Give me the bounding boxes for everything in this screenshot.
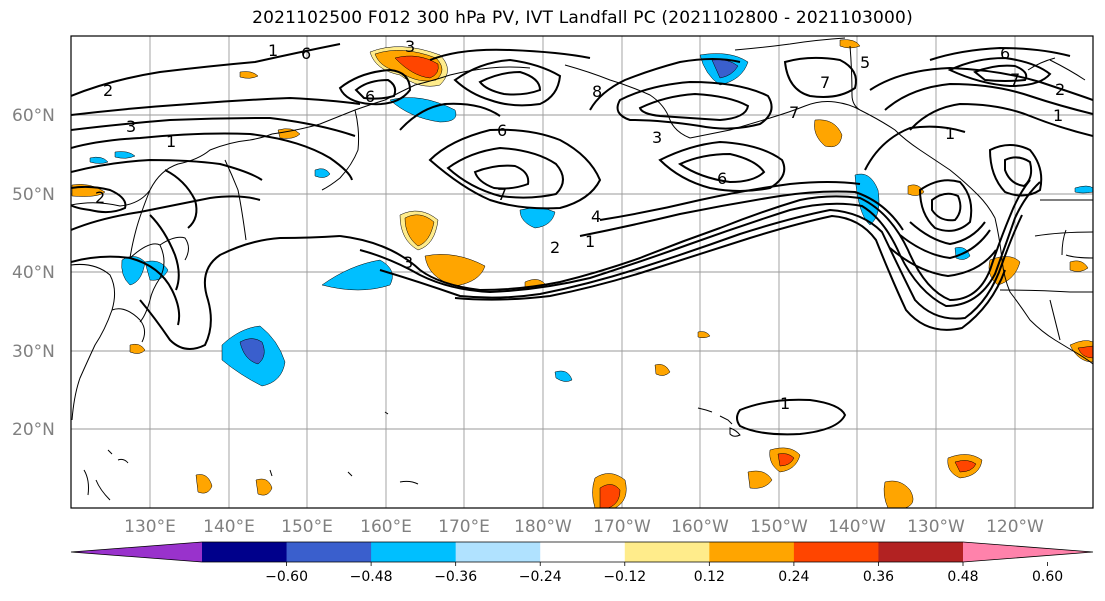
contour-label: 6 [1000,44,1010,63]
colorbar-segment [371,542,457,562]
colorbar-tick-label: −0.48 [350,569,393,585]
contour-label: 1 [585,232,595,251]
contour-label: 2 [95,188,105,207]
longitude-labels: 130°E 140°E 150°E 160°E 170°E 180°W 170°… [124,517,1044,537]
lat-label: 60°N [12,106,55,126]
contour-label: 1 [945,124,955,143]
contour-label: 2 [103,81,113,100]
colorbar-segment [540,542,626,562]
lat-label: 40°N [12,263,55,283]
lat-label: 20°N [12,420,55,440]
ivt-anomaly-patches [71,39,1093,508]
contour-label: 6 [301,44,311,63]
colorbar-tick-label: 0.36 [863,569,894,585]
lon-label: 120°W [986,517,1044,537]
colorbar-tick-label: −0.36 [434,569,477,585]
contour-label: 5 [860,53,870,72]
contour-label: 6 [365,87,375,106]
colorbar-tick-label: −0.24 [519,569,562,585]
contour-label: 7 [820,73,830,92]
contour-label: 6 [717,169,727,188]
colorbar-tick-label: 0.48 [947,569,978,585]
contour-label: 3 [405,37,415,56]
colorbar-extend-high [963,542,1093,562]
colorbar-tick-label: −0.60 [265,569,308,585]
contour-label: 7 [497,185,507,204]
lon-label: 140°E [203,517,255,537]
colorbar-tick-label: 0.24 [778,569,809,585]
contour-label: 2 [550,238,560,257]
colorbar-extend-low [71,542,202,562]
contour-label: 8 [592,82,602,101]
contour-label: 1 [1053,106,1063,125]
lon-label: 160°W [671,517,729,537]
lon-label: 130°W [907,517,965,537]
islands [83,407,741,501]
contour-label: 2 [1055,80,1065,99]
lat-label: 50°N [12,185,55,205]
plot-frame [70,35,1094,509]
map-title: 2021102500 F012 300 hPa PV, IVT Landfall… [252,8,913,28]
contour-label: 1 [780,394,790,413]
colorbar-segment [286,542,372,562]
lon-label: 170°W [593,517,651,537]
contour-label: 4 [591,207,601,226]
colorbar-segment [624,542,710,562]
lon-label: 170°E [438,517,490,537]
contour-label: 6 [497,121,507,140]
lon-label: 130°E [124,517,176,537]
colorbar-tick-label: 0.12 [694,569,725,585]
colorbar-tick-label: 0.60 [1032,569,1063,585]
lon-label: 180°W [514,517,572,537]
contour-label: 3 [652,128,662,147]
contour-label: 7 [789,103,799,122]
latitude-labels: 60°N 50°N 40°N 30°N 20°N [12,106,55,440]
colorbar-segment [455,542,541,562]
colorbar-segment [793,542,879,562]
colorbar-tick-label: −0.12 [603,569,646,585]
contour-label: 3 [403,253,413,272]
lon-label: 160°E [360,517,412,537]
lon-label: 150°W [750,517,808,537]
colorbar: −0.60 −0.48 −0.36 −0.24 −0.12 0.12 0.24 0.36 0.4… [70,541,1094,585]
colorbar-segment [709,542,795,562]
contour-label: 1 [268,41,278,60]
pv-contours [71,43,1093,436]
lat-label: 30°N [12,342,55,362]
contour-label: 7 [1010,70,1020,89]
lon-label: 150°E [281,517,333,537]
colorbar-outline [70,541,1094,563]
colorbar-segment [878,542,964,562]
lon-label: 140°W [828,517,886,537]
contour-label: 3 [126,117,136,136]
contour-labels: 1 6 3 2 3 1 2 8 6 3 6 7 5 7 6 7 4 2 1 3 … [95,37,1065,413]
contour-label: 1 [166,132,176,151]
colorbar-segment [202,542,288,562]
